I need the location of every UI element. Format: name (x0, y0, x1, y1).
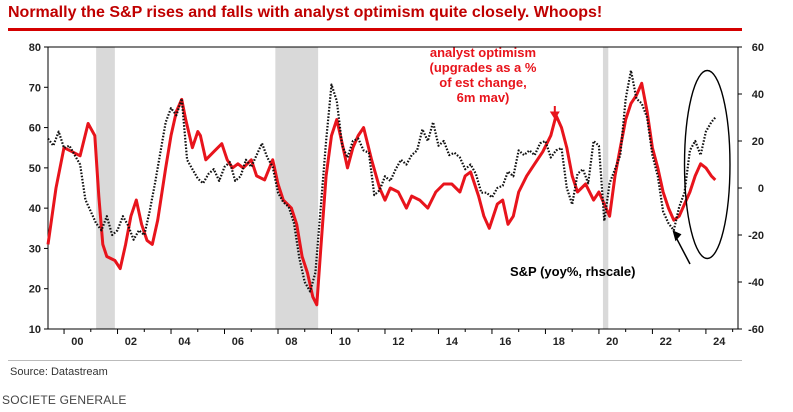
sp-arrow-shaft (674, 235, 691, 265)
x-tick-label: 14 (446, 336, 459, 348)
series-lines (46, 69, 717, 307)
right-tick-label: 20 (752, 136, 764, 148)
optimism-label-line: analyst optimism (430, 45, 536, 60)
left-tick-label: 70 (29, 82, 41, 94)
right-tick-label: -20 (748, 230, 764, 242)
right-tick-label: 0 (758, 183, 764, 195)
x-tick-label: 18 (553, 336, 565, 348)
right-tick-label: -40 (748, 277, 764, 289)
chart-title: Normally the S&P rises and falls with an… (8, 4, 603, 21)
x-tick-label: 10 (339, 336, 351, 348)
x-tick-label: 08 (285, 336, 297, 348)
x-tick-label: 06 (232, 336, 244, 348)
x-tick-label: 00 (71, 336, 83, 348)
source-note: Source: Datastream (10, 366, 108, 378)
x-tick-label: 16 (499, 336, 511, 348)
optimism-label-line: (upgrades as a % (430, 60, 537, 75)
left-tick-label: 40 (29, 203, 41, 215)
recession-shading (96, 47, 609, 329)
optimism-label-line: of est change, (439, 75, 526, 90)
left-tick-label: 50 (29, 163, 41, 175)
x-axis: 00 02 04 06 08 10 12 14 16 18 20 22 24 (63, 329, 734, 348)
title-rule (8, 28, 742, 31)
x-tick-label: 22 (660, 336, 672, 348)
sp-arrow-head (672, 230, 682, 242)
line-chart: 10 20 30 40 50 60 70 80 -60 -40 -20 0 20 40 60 00 02 04… (29, 42, 764, 348)
annotations: analyst optimism(upgrades as a %of est c… (430, 45, 731, 279)
x-tick-label: 02 (125, 336, 137, 348)
left-tick-label: 30 (29, 243, 41, 255)
left-tick-label: 10 (29, 324, 41, 336)
credit-label: SOCIETE GENERALE (2, 393, 127, 407)
x-tick-label: 20 (606, 336, 618, 348)
optimism-arrow-head (549, 111, 560, 120)
x-tick-label: 24 (713, 336, 726, 348)
left-tick-label: 60 (29, 123, 41, 135)
right-tick-label: 40 (752, 89, 764, 101)
x-tick-label: 12 (392, 336, 404, 348)
sp-line (47, 69, 717, 293)
optimism-label-line: 6m mav) (457, 90, 510, 105)
left-tick-label: 20 (29, 284, 41, 296)
right-tick-label: -60 (748, 324, 764, 336)
recession-band-2 (602, 47, 609, 329)
right-axis: -60 -40 -20 0 20 40 60 (738, 42, 764, 336)
left-tick-label: 80 (29, 42, 41, 54)
optimism-line (46, 81, 717, 307)
x-tick-label: 04 (178, 336, 191, 348)
left-axis: 10 20 30 40 50 60 70 80 (29, 42, 48, 336)
highlight-ellipse (683, 69, 731, 260)
sp-label: S&P (yoy%, rhscale) (510, 264, 635, 279)
right-tick-label: 60 (752, 42, 764, 54)
footer-separator (8, 360, 742, 361)
